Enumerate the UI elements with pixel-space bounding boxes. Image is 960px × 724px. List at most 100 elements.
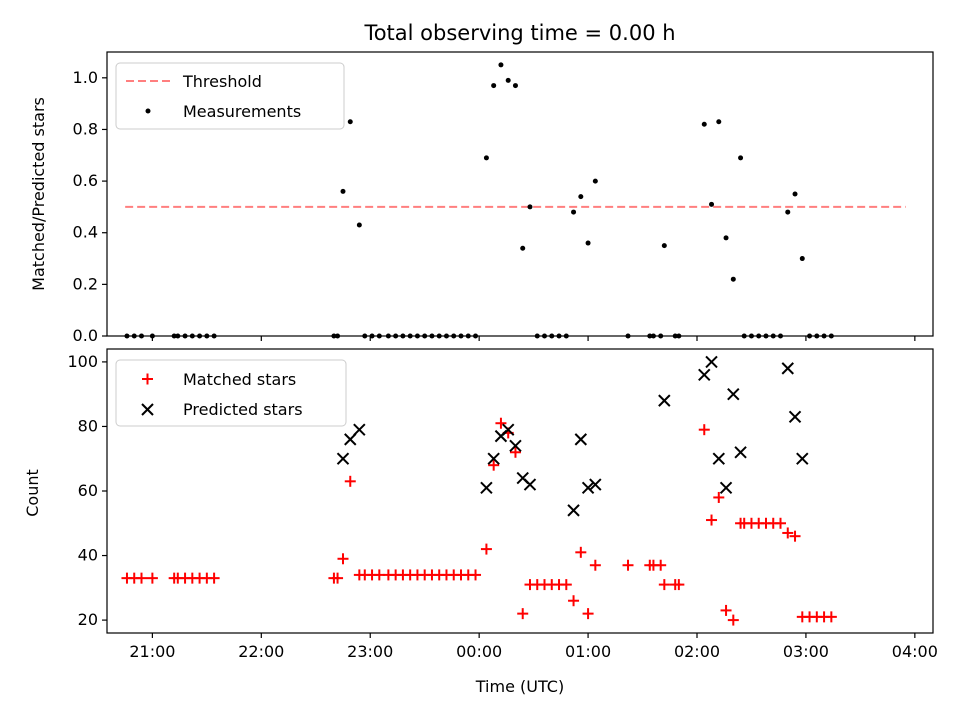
predicted-star-marker [336,452,350,465]
bottom-panel: 20 40 60 80 100 21:00 22:00 23:00 00:00 01:00 02:0… [67,348,938,661]
matched-star-marker [568,595,580,607]
predicted-star-marker-b [734,446,747,459]
measurement-point [738,155,744,161]
measurement-point [138,333,144,339]
predicted-star-marker-b [487,452,500,465]
predicted-star-marker-b [516,471,529,485]
matched-star-marker [789,530,801,542]
predicted-star-marker [509,439,522,453]
measurement-point [748,333,754,339]
measurement-point [331,333,337,339]
predicted-star-marker [712,452,725,465]
measurement-point [716,119,722,125]
predicted-star-marker [658,394,671,407]
top-legend: Threshold Measurements [115,62,345,130]
matched-star-marker [135,572,147,584]
top-panel: 0.0 0.2 0.4 0.6 0.8 1.0 [73,51,934,345]
predicted-star-marker [574,433,588,446]
measurement-point [422,333,428,339]
bottom-y-axis-label: Count [23,469,42,517]
predicted-star-marker-b [781,362,794,375]
predicted-star-marker-b [796,452,809,465]
chart-title: Total observing time = 0.00 h [363,21,675,45]
measurement-point [171,333,177,339]
predicted-star-marker [567,504,580,517]
measurement-point [443,333,449,339]
matched-star-marker [509,446,521,458]
measurement-point [549,333,555,339]
matched-star-marker [720,604,732,616]
measurement-point [473,333,479,339]
predicted-star-marker [487,452,500,465]
predicted-star-marker-b [788,410,802,423]
predicted-star-marker [734,446,747,459]
predicted-star-marker [581,481,595,494]
measurement-point [542,333,548,339]
legend-matched-swatch [142,373,153,385]
predicted-star-marker-b [719,481,733,494]
predicted-star-marker-b [523,478,537,491]
predicted-star-marker [480,481,493,494]
measurement-point [770,333,776,339]
predicted-star-marker-b [658,394,671,407]
measurement-point [676,333,682,339]
matched-star-marker [470,569,482,581]
measurement-point [785,209,791,215]
predicted-star-marker-b [336,452,350,465]
x-tick-label: 03:00 [783,642,829,661]
top-y-tick-label: 0.4 [73,223,98,242]
measurement-point [362,333,368,339]
measurement-point [661,243,667,249]
top-y-axis-label: Matched/Predicted stars [29,97,48,291]
measurement-point [778,333,784,339]
measurement-point [792,191,798,197]
measurement-point [182,333,188,339]
matched-star-marker [622,559,634,571]
matched-star-marker [337,553,349,565]
bottom-legend: Matched stars Predicted stars [115,359,347,427]
matched-star-marker [344,475,356,487]
measurement-point [592,178,598,184]
measurement-point [658,333,664,339]
matched-star-marker [698,424,710,436]
predicted-star-marker [501,423,515,436]
measurement-point [414,333,420,339]
matched-star-marker [775,517,787,529]
measurement-point [814,333,820,339]
measurement-point [465,333,471,339]
measurement-point [807,333,813,339]
predicted-star-marker-b [567,504,580,517]
measurement-point [505,77,511,83]
matched-star-marker [495,417,507,429]
matched-star-marker [673,579,685,591]
top-y-tick-label: 0.2 [73,274,98,293]
measurement-point [483,155,489,161]
predicted-star-marker-b [344,433,357,446]
top-y-tick-label: 0.6 [73,171,98,190]
measurement-point [369,333,375,339]
measurement-point [436,333,442,339]
measurement-point [672,333,678,339]
measurement-point [175,333,181,339]
matched-star-marker [517,608,529,620]
measurement-point [512,83,518,89]
predicted-star-marker [719,481,733,494]
bottom-y-tick-label: 20 [78,610,98,629]
measurement-point [149,333,155,339]
measurement-point [498,62,504,68]
predicted-star-marker [705,355,718,369]
measurement-point [335,333,341,339]
top-axes-frame [106,51,934,337]
measurement-point [828,333,834,339]
predicted-star-marker-b [581,481,595,494]
legend-predicted-label: Predicted stars [183,400,303,419]
measurement-point [204,333,210,339]
measurement-point [563,333,569,339]
matched-star-marker [655,559,667,571]
x-tick-label: 22:00 [238,642,284,661]
measurement-point [429,333,435,339]
matched-star-marker [782,527,794,539]
measurement-point [821,333,827,339]
bottom-y-tick-label: 40 [78,546,98,565]
measurement-point [527,204,533,210]
